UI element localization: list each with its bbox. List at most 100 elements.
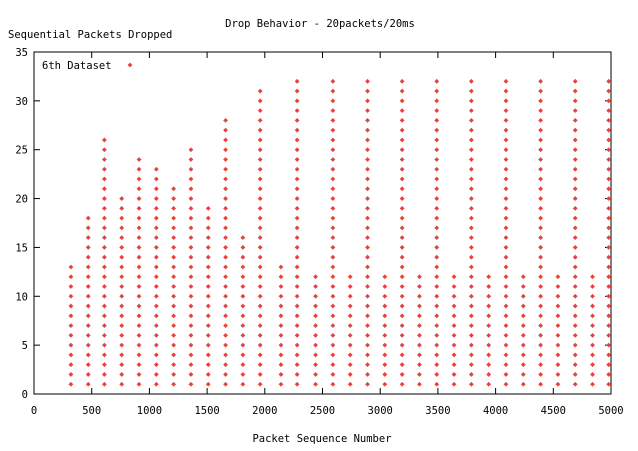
- data-point: [240, 372, 246, 377]
- data-point: [590, 342, 595, 348]
- data-point: [313, 313, 318, 319]
- data-point: [205, 303, 211, 309]
- data-point: [538, 225, 544, 231]
- data-point: [606, 186, 612, 192]
- data-point: [590, 352, 595, 358]
- data-point: [171, 362, 177, 368]
- data-point: [382, 293, 388, 299]
- data-point: [153, 362, 159, 368]
- data-point: [330, 235, 336, 241]
- data-point: [606, 362, 612, 368]
- data-point: [294, 118, 300, 123]
- data-point: [136, 196, 142, 201]
- data-point: [434, 323, 440, 328]
- data-point: [68, 332, 74, 338]
- data-point: [278, 313, 284, 319]
- data-point: [382, 303, 388, 309]
- chart-title: Drop Behavior - 20packets/20ms: [225, 18, 415, 30]
- data-point: [572, 362, 578, 368]
- data-point: [257, 245, 263, 250]
- data-point: [365, 245, 370, 250]
- data-point: [136, 303, 142, 309]
- data-point: [153, 313, 159, 319]
- data-point: [451, 274, 457, 280]
- data-point: [68, 284, 74, 289]
- data-point: [171, 254, 177, 260]
- data-point: [486, 274, 492, 280]
- data-point: [555, 381, 561, 387]
- data-point: [606, 98, 612, 104]
- data-point: [101, 137, 107, 143]
- data-point: [451, 381, 457, 387]
- data-point: [572, 342, 578, 348]
- data-point: [68, 313, 74, 319]
- data-point: [153, 225, 159, 231]
- data-point: [257, 215, 263, 221]
- data-point: [417, 274, 422, 280]
- data-points: [68, 78, 612, 387]
- data-point: [486, 352, 492, 358]
- y-tick-label: 0: [22, 389, 28, 401]
- data-point: [85, 293, 91, 299]
- data-point: [294, 108, 300, 114]
- data-point: [223, 362, 228, 368]
- data-point: [294, 264, 300, 270]
- data-point: [434, 118, 440, 123]
- data-point: [590, 313, 595, 319]
- data-point: [606, 313, 612, 319]
- data-point: [590, 332, 595, 338]
- data-point: [68, 352, 74, 358]
- data-point: [503, 264, 509, 270]
- data-point: [136, 313, 142, 319]
- data-point: [399, 137, 405, 143]
- data-point: [572, 205, 578, 211]
- data-point: [330, 381, 336, 387]
- y-tick-label: 10: [15, 291, 28, 303]
- data-point: [101, 274, 107, 280]
- data-point: [555, 332, 561, 338]
- data-point: [153, 323, 159, 328]
- data-point: [538, 274, 544, 280]
- data-point: [590, 362, 595, 368]
- data-point: [257, 186, 263, 192]
- data-point: [85, 303, 91, 309]
- data-point: [468, 88, 474, 94]
- data-point: [188, 303, 194, 309]
- data-point: [399, 235, 405, 241]
- data-point: [365, 176, 370, 182]
- data-point: [278, 362, 284, 368]
- data-point: [486, 381, 492, 387]
- data-point: [468, 332, 474, 338]
- data-point: [119, 362, 125, 368]
- data-point: [399, 118, 405, 123]
- data-point: [257, 137, 263, 143]
- data-point: [330, 127, 336, 133]
- data-point: [330, 186, 336, 192]
- data-point: [68, 264, 74, 270]
- data-point: [85, 362, 91, 368]
- data-point: [223, 284, 228, 289]
- data-point: [136, 186, 142, 192]
- data-point: [451, 284, 457, 289]
- data-point: [188, 323, 194, 328]
- data-point: [119, 245, 125, 250]
- data-point: [434, 108, 440, 114]
- data-point: [223, 352, 228, 358]
- data-point: [486, 372, 492, 377]
- data-point: [572, 372, 578, 377]
- data-point: [399, 108, 405, 114]
- data-point: [171, 303, 177, 309]
- data-point: [223, 264, 228, 270]
- data-point: [572, 284, 578, 289]
- data-point: [136, 284, 142, 289]
- data-point: [434, 98, 440, 104]
- data-point: [330, 196, 336, 201]
- data-point: [451, 362, 457, 368]
- data-point: [294, 313, 300, 319]
- data-point: [572, 108, 578, 114]
- data-point: [365, 186, 370, 192]
- data-point: [555, 284, 561, 289]
- x-tick-label: 4000: [483, 405, 508, 417]
- data-point: [223, 303, 228, 309]
- data-point: [313, 352, 318, 358]
